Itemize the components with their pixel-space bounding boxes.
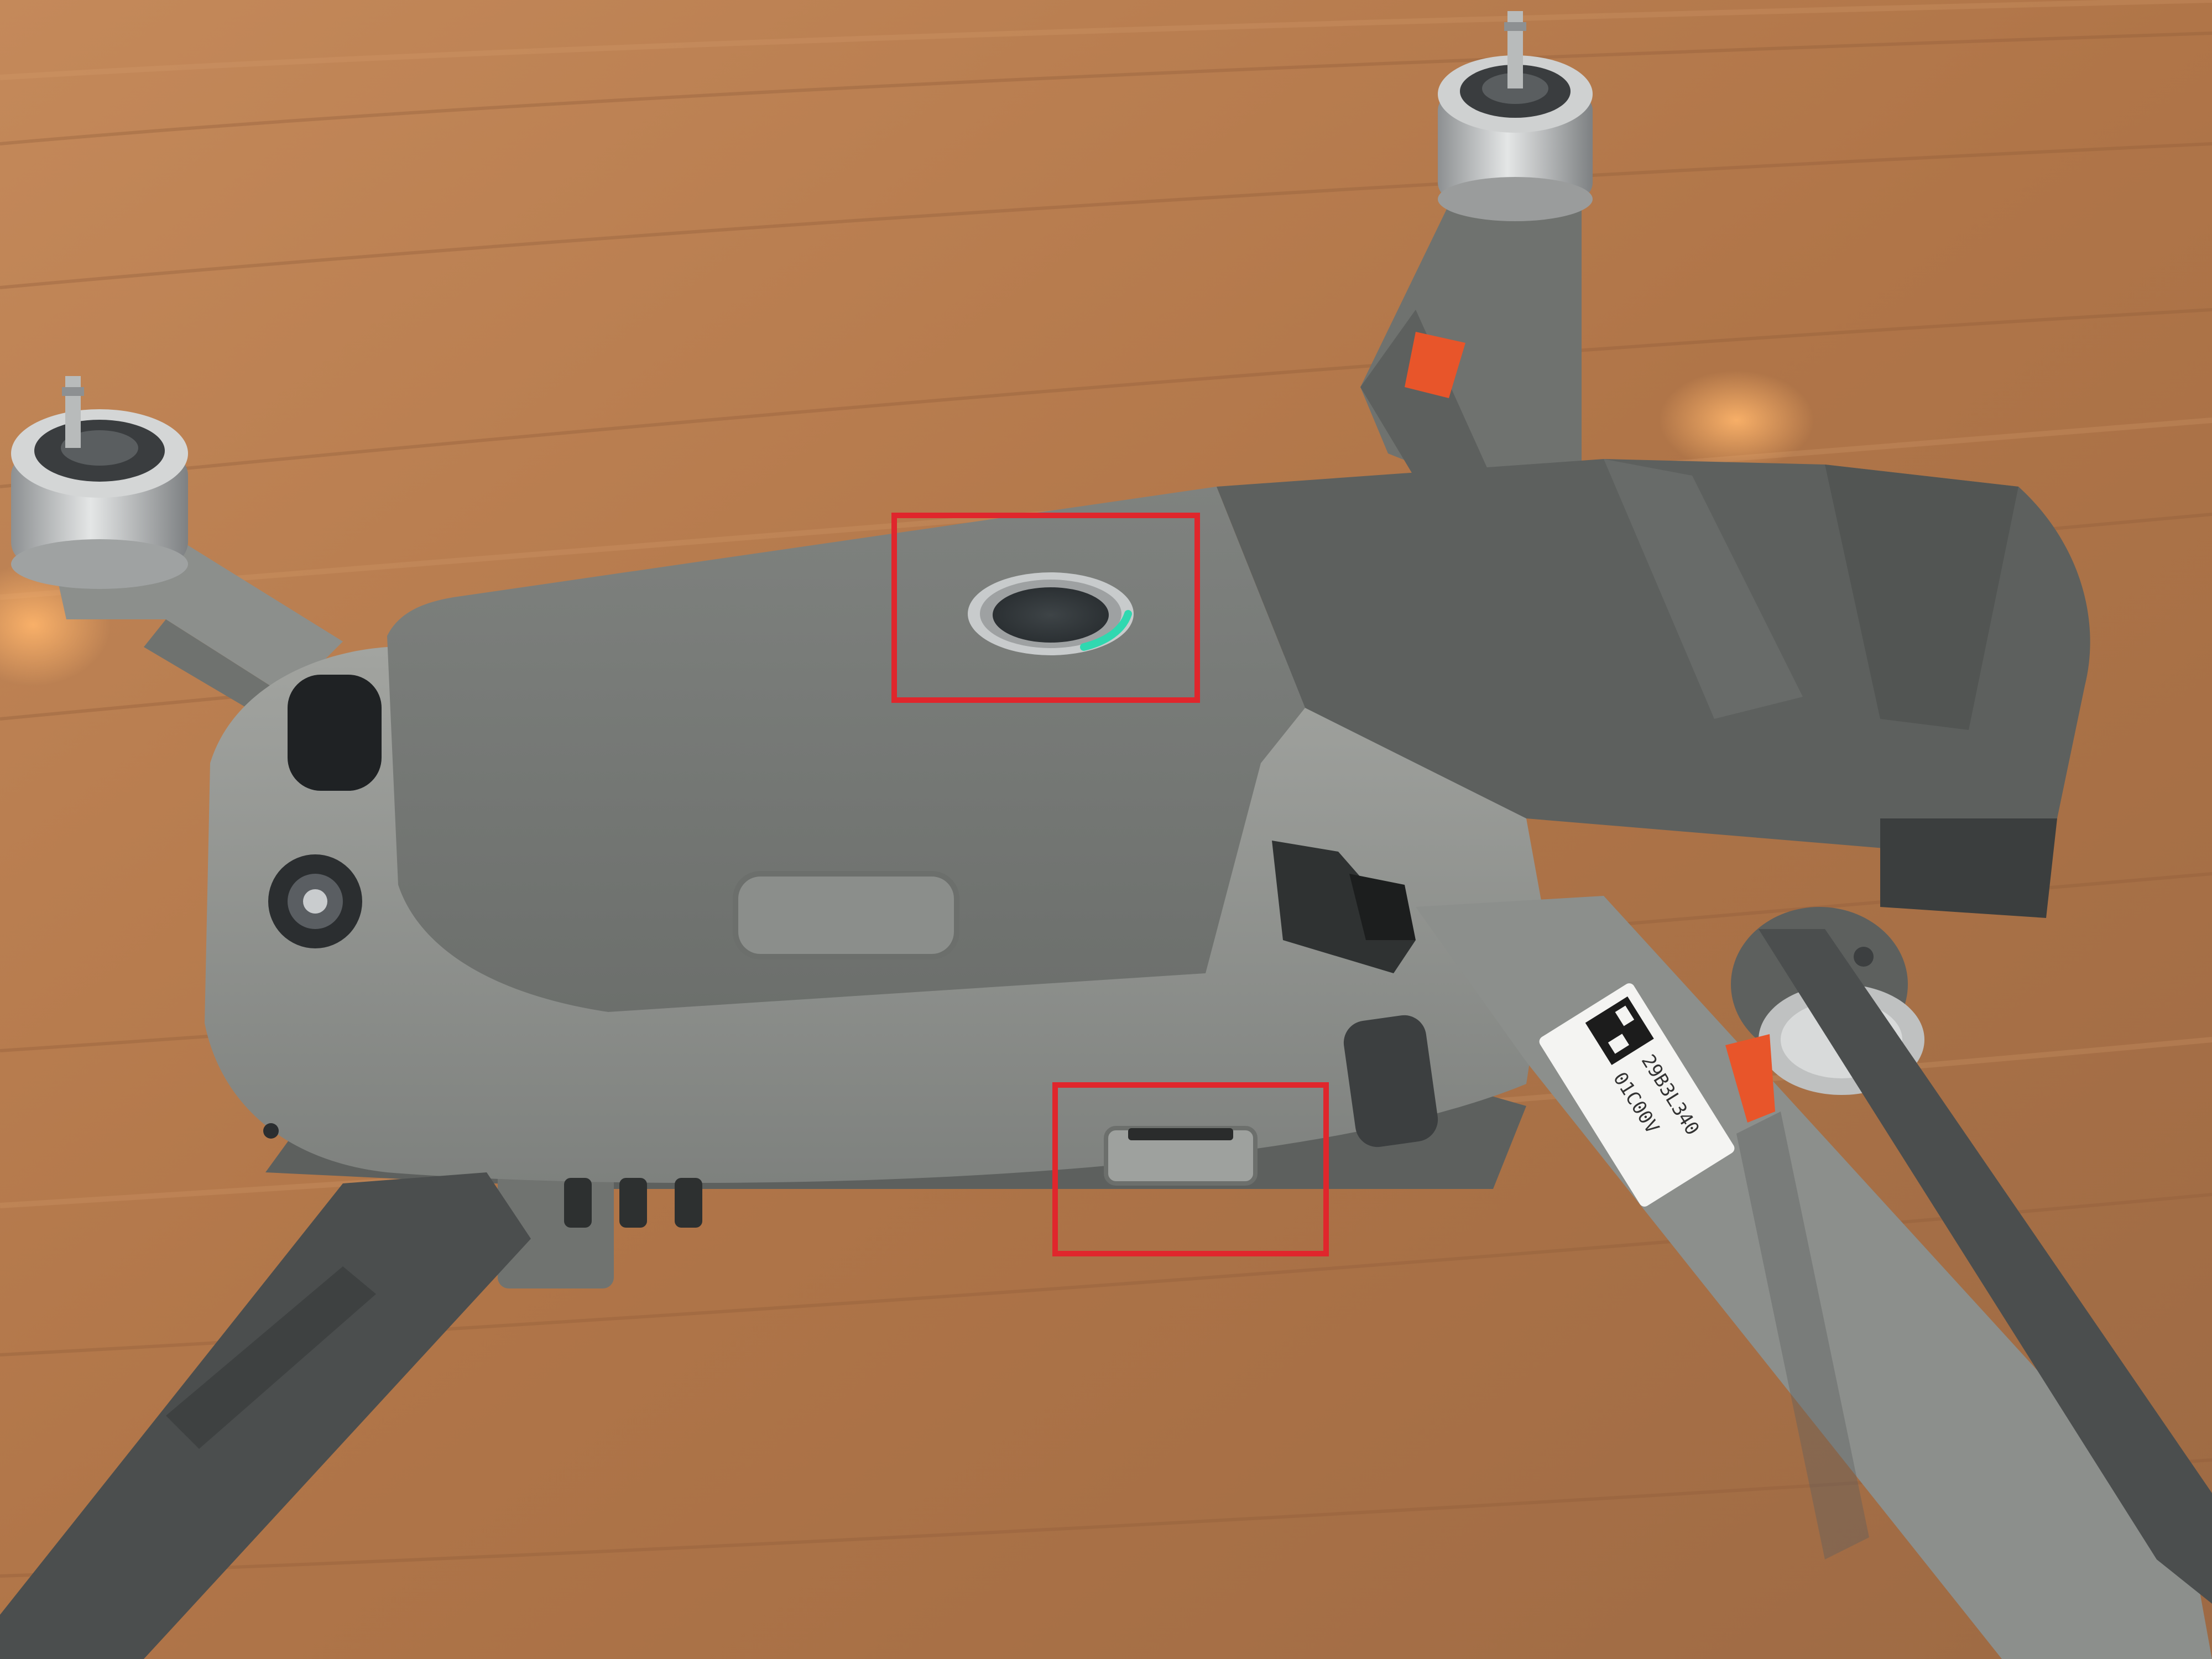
motor-front-left [11, 376, 188, 589]
highlight-box-power-button [891, 513, 1200, 703]
motor-rear-right [1438, 11, 1593, 221]
drone-body [205, 459, 2090, 1288]
rear-right-arm [1360, 199, 1582, 498]
rear-left-arm [0, 1172, 531, 1659]
serial-sticker: 29B3L340 01C00V [1539, 983, 1735, 1207]
power-button[interactable] [968, 572, 1134, 655]
highlight-box-microsd-slot [1052, 1082, 1329, 1256]
